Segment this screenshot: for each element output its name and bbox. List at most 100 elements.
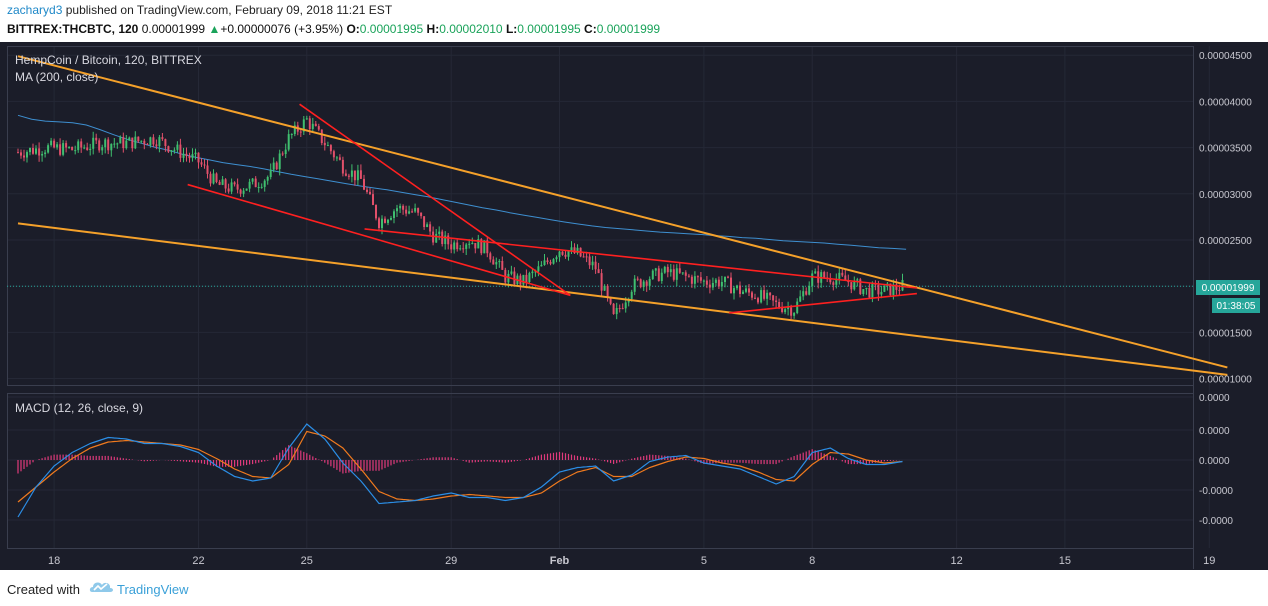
candle-body-261 bbox=[802, 291, 805, 297]
candle-body-165 bbox=[513, 271, 516, 284]
candle-body-144 bbox=[450, 244, 453, 250]
candle-body-275 bbox=[844, 275, 847, 281]
candle-body-91 bbox=[290, 134, 293, 135]
candle-body-40 bbox=[137, 136, 140, 142]
price-axis[interactable]: 0.00004500 0.00004000 0.00003500 0.00003000… bbox=[1199, 51, 1252, 385]
candle-body-128 bbox=[402, 205, 405, 210]
candle-body-65 bbox=[212, 173, 215, 184]
candle-body-259 bbox=[796, 301, 799, 313]
time-tick-6: 8 bbox=[809, 555, 815, 567]
candle-body-101 bbox=[320, 129, 323, 143]
candle-body-109 bbox=[344, 173, 347, 176]
candle-body-84 bbox=[269, 169, 272, 177]
candle-body-10 bbox=[47, 145, 50, 153]
orange-trendline-0[interactable] bbox=[17, 55, 1228, 369]
candle-body-0 bbox=[17, 152, 19, 154]
candle-body-16 bbox=[65, 143, 68, 148]
red-trendline-3[interactable] bbox=[729, 292, 917, 314]
candle-body-130 bbox=[408, 211, 411, 214]
candle-body-52 bbox=[173, 149, 176, 151]
time-tick-2: 25 bbox=[301, 555, 313, 567]
candle-body-19 bbox=[74, 150, 77, 152]
signal-line bbox=[17, 430, 903, 503]
chart-area[interactable]: 0.00004500 0.00004000 0.00003500 0.00003000… bbox=[0, 42, 1268, 570]
candle-body-169 bbox=[525, 274, 528, 282]
time-tick-0: 18 bbox=[48, 555, 60, 567]
candle-body-284 bbox=[871, 283, 874, 298]
candle-body-146 bbox=[456, 242, 459, 250]
candle-body-280 bbox=[859, 279, 862, 294]
candle-body-13 bbox=[56, 144, 59, 148]
candle-body-87 bbox=[278, 153, 281, 170]
candle-body-156 bbox=[486, 240, 489, 254]
candle-body-113 bbox=[356, 170, 359, 181]
candle-body-38 bbox=[131, 137, 134, 149]
candle-body-254 bbox=[781, 307, 784, 312]
candle-body-96 bbox=[305, 118, 308, 120]
chart-title: HempCoin / Bitcoin, 120, BITTREX bbox=[15, 53, 202, 67]
time-axis[interactable]: 18 22 25 29 Feb 5 8 12 15 19 bbox=[48, 555, 1215, 567]
candle-body-85 bbox=[272, 162, 275, 170]
candle-body-240 bbox=[739, 285, 741, 294]
candle-body-197 bbox=[609, 297, 612, 304]
candle-body-143 bbox=[447, 235, 450, 245]
last-price-badge-bg bbox=[1196, 280, 1260, 295]
candle-body-223 bbox=[687, 275, 690, 277]
red-trendline-0[interactable] bbox=[187, 183, 571, 297]
candle-body-230 bbox=[708, 284, 711, 288]
candle-body-264 bbox=[811, 273, 814, 286]
candle-body-24 bbox=[89, 148, 92, 150]
tradingview-brand-link[interactable]: TradingView bbox=[117, 582, 189, 597]
candle-body-239 bbox=[736, 285, 738, 289]
last-price-badge: 0.00001999 01:38:05 bbox=[1196, 280, 1260, 313]
candle-body-270 bbox=[829, 278, 832, 283]
candle-body-44 bbox=[149, 137, 152, 145]
macd-legend: MACD (12, 26, close, 9) bbox=[15, 401, 143, 415]
macd-tick-1: 0.0000 bbox=[1199, 426, 1230, 437]
candle-body-63 bbox=[206, 165, 209, 174]
macd-tick-4: -0.0000 bbox=[1199, 516, 1233, 527]
candle-body-219 bbox=[675, 268, 678, 280]
candle-body-92 bbox=[293, 125, 296, 134]
time-tick-1: 22 bbox=[192, 555, 204, 567]
change-arrow-icon: ▲ bbox=[208, 22, 221, 36]
orange-trendline-1[interactable] bbox=[17, 222, 1228, 376]
candle-body-235 bbox=[724, 276, 726, 282]
trendlines[interactable] bbox=[17, 55, 1228, 376]
candle-body-12 bbox=[53, 140, 56, 148]
candle-body-181 bbox=[561, 251, 564, 255]
high-label: H: bbox=[426, 22, 440, 36]
candle-body-149 bbox=[465, 244, 468, 249]
candle-body-26 bbox=[95, 137, 98, 141]
candle-body-200 bbox=[618, 308, 621, 309]
candle-body-210 bbox=[648, 279, 651, 286]
candle-body-62 bbox=[203, 164, 206, 166]
tradingview-logo-icon[interactable] bbox=[88, 578, 114, 596]
candle-body-247 bbox=[760, 290, 763, 303]
author-link[interactable]: zacharyd3 bbox=[7, 3, 63, 17]
candle-body-41 bbox=[140, 140, 143, 142]
candle-body-70 bbox=[227, 188, 230, 192]
candle-body-185 bbox=[573, 247, 576, 254]
candle-body-250 bbox=[769, 292, 772, 296]
candle-body-186 bbox=[576, 247, 579, 254]
candle-body-125 bbox=[393, 211, 395, 218]
red-trendline-2[interactable] bbox=[364, 228, 917, 289]
candle-body-173 bbox=[537, 266, 540, 272]
last-price-badge-value: 0.00001999 bbox=[1202, 283, 1255, 294]
candle-body-89 bbox=[284, 149, 287, 154]
candle-body-100 bbox=[317, 126, 320, 130]
candle-body-102 bbox=[323, 142, 326, 146]
candle-body-217 bbox=[669, 269, 672, 273]
candle-body-199 bbox=[615, 308, 618, 315]
red-trendline-1[interactable] bbox=[299, 103, 571, 297]
candle-body-208 bbox=[642, 281, 645, 288]
candle-body-95 bbox=[302, 119, 305, 132]
chart-svg[interactable]: 0.00004500 0.00004000 0.00003500 0.00003000… bbox=[0, 42, 1268, 570]
price-tick-1: 0.00004000 bbox=[1199, 97, 1252, 108]
candle-body-94 bbox=[299, 131, 302, 133]
candle-body-204 bbox=[630, 291, 633, 299]
publish-line: zacharyd3 published on TradingView.com, … bbox=[7, 3, 392, 17]
candle-body-241 bbox=[742, 291, 744, 294]
candle-body-158 bbox=[492, 259, 495, 265]
